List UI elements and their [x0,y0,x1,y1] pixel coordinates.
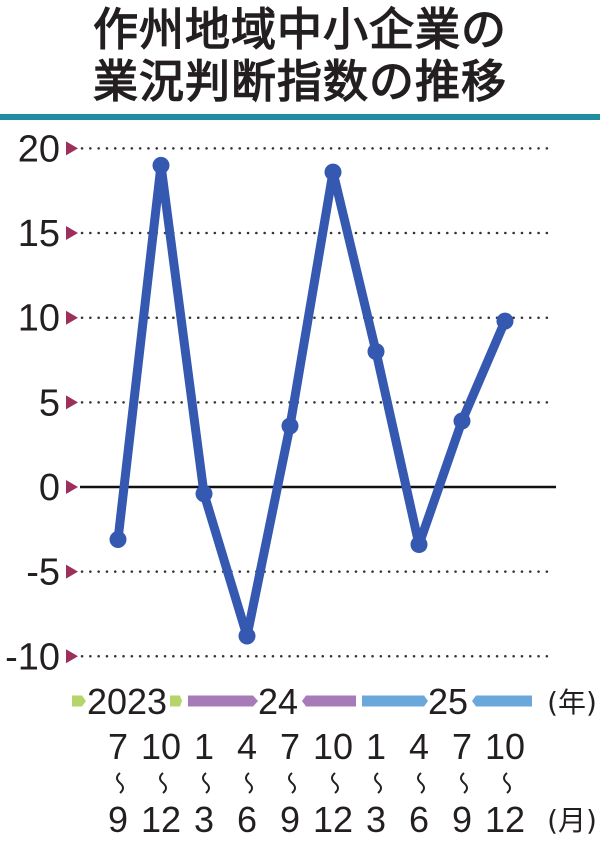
series-line [113,160,510,641]
data-point [281,417,299,435]
year-label: 25 [428,681,468,722]
y-tick-label: -5 [26,552,60,594]
month-end-label: 12 [141,799,181,840]
y-tick-label: -10 [5,636,60,678]
year-band [362,695,428,707]
data-point [367,343,385,361]
title-rule [0,114,600,120]
month-end-label: 9 [452,799,472,840]
data-point [453,412,471,430]
tick-marker-icon [66,480,78,494]
data-point [410,536,428,554]
year-band [72,695,86,707]
gridlines [80,147,556,658]
title-line-2: 業況判断指数の推移 [92,55,507,108]
data-point [195,485,213,503]
month-end-label: 6 [409,799,429,840]
data-point [324,163,342,181]
month-start-label: 1 [366,726,386,767]
month-start-label: 1 [194,726,214,767]
month-end-label: 6 [237,799,257,840]
data-point [152,156,170,174]
data-point [109,530,127,548]
year-legend: 2023 24 25 (年) [72,681,597,722]
range-tilde-icon [202,772,210,794]
range-tilde-icon [245,772,253,794]
year-label: 2023 [87,681,167,722]
title-line-1: 作州地域中小企業の [92,3,507,56]
y-tick-label: 0 [39,467,60,509]
month-end-label: 3 [366,799,386,840]
range-tilde-icon [460,772,468,794]
y-tick-label: 5 [39,382,60,424]
month-start-label: 7 [452,726,472,767]
y-axis: 20 15 10 5 0 -5 -10 [5,128,78,678]
data-point [496,312,514,330]
month-start-label: 10 [313,726,353,767]
range-tilde-icon [417,772,425,794]
range-tilde-icon [116,772,124,794]
tick-marker-icon [66,141,78,156]
month-start-label: 7 [108,726,128,767]
month-start-label: 4 [409,726,429,767]
tick-marker-icon [66,226,78,241]
month-end-label: 3 [194,799,214,840]
tick-marker-icon [66,564,78,579]
y-tick-label: 20 [18,128,60,170]
month-start-label: 4 [237,726,257,767]
range-tilde-icon [159,772,167,794]
chart-title: 作州地域中小企業の 業況判断指数の推移 [0,4,600,108]
month-start-label: 10 [485,726,525,767]
month-end-label: 9 [108,799,128,840]
year-label: 24 [258,681,298,722]
range-tilde-icon [331,772,339,794]
range-tilde-icon [374,772,382,794]
year-band [472,695,532,707]
month-end-label: 12 [485,799,525,840]
tick-marker-icon [66,395,78,410]
tick-marker-icon [66,649,78,664]
month-unit: (月) [547,804,597,837]
y-tick-label: 10 [18,298,60,340]
year-unit: (年) [547,686,597,719]
month-start-label: 10 [141,726,181,767]
range-tilde-icon [503,772,511,794]
data-series [109,156,514,645]
data-point [238,627,256,645]
month-end-label: 12 [313,799,353,840]
month-end-label: 9 [280,799,300,840]
year-band [302,695,356,707]
year-band [170,695,182,707]
year-band [188,695,258,707]
month-start-label: 7 [280,726,300,767]
y-tick-label: 15 [18,213,60,255]
tick-marker-icon [66,310,78,325]
range-tilde-icon [288,772,296,794]
